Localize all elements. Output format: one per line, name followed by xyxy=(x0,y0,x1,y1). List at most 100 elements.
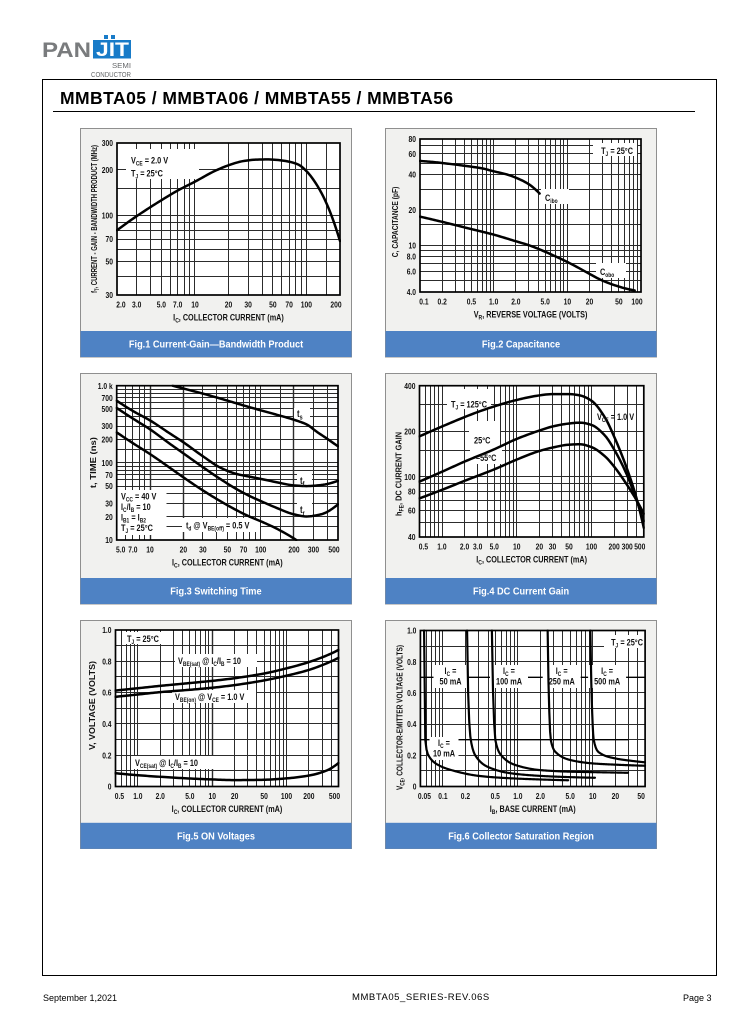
svg-text:C: C xyxy=(603,671,607,678)
svg-text:C: C xyxy=(175,318,179,325)
svg-text:BE(sat): BE(sat) xyxy=(183,661,200,668)
svg-text:10: 10 xyxy=(409,240,417,250)
svg-text:0.4: 0.4 xyxy=(102,719,111,729)
svg-text:200: 200 xyxy=(102,165,113,175)
svg-text:200: 200 xyxy=(303,791,314,801)
svg-text:30: 30 xyxy=(549,541,557,551)
svg-text:= 0.5 V: = 0.5 V xyxy=(224,520,250,531)
svg-text:0.5: 0.5 xyxy=(491,791,500,801)
svg-text:50: 50 xyxy=(224,544,232,554)
svg-text:1.0: 1.0 xyxy=(102,625,111,635)
svg-text:V: V xyxy=(178,655,183,666)
svg-text:0: 0 xyxy=(108,782,112,792)
svg-text:70: 70 xyxy=(105,470,113,480)
svg-text:V: V xyxy=(395,786,405,790)
svg-text:t: t xyxy=(300,476,303,487)
svg-text:Fig.2 Capacitance: Fig.2 Capacitance xyxy=(482,340,561,351)
svg-text:PAN: PAN xyxy=(42,38,91,62)
svg-text:50: 50 xyxy=(260,791,268,801)
svg-text:Fig.1 Current-Gain—Bandwidth P: Fig.1 Current-Gain—Bandwidth Product xyxy=(129,340,304,351)
svg-text:500 mA: 500 mA xyxy=(594,676,620,687)
svg-text:50: 50 xyxy=(106,256,114,266)
svg-text:J: J xyxy=(132,639,135,646)
svg-text:J: J xyxy=(126,528,129,535)
svg-text:1.0: 1.0 xyxy=(489,296,498,306)
svg-text:200: 200 xyxy=(330,299,341,309)
svg-text:°C: °C xyxy=(488,452,496,463)
svg-text:I: I xyxy=(490,804,492,814)
svg-text:@ I: @ I xyxy=(200,655,213,666)
svg-text:I: I xyxy=(172,557,174,567)
svg-text:20: 20 xyxy=(105,512,113,522)
svg-text:CE: CE xyxy=(212,697,219,704)
svg-text:@ V: @ V xyxy=(196,691,213,702)
svg-text:2.0: 2.0 xyxy=(460,541,469,551)
svg-text:0.2: 0.2 xyxy=(102,750,111,760)
svg-text:60: 60 xyxy=(409,149,417,159)
svg-text:0: 0 xyxy=(413,782,417,792)
svg-text:= 40 V: = 40 V xyxy=(133,491,157,502)
svg-text:, DC CURRENT GAIN: , DC CURRENT GAIN xyxy=(394,432,404,505)
svg-text:1.0 k: 1.0 k xyxy=(98,381,113,391)
svg-text:B1: B1 xyxy=(123,518,130,525)
svg-text:100: 100 xyxy=(102,211,113,221)
svg-text:60: 60 xyxy=(408,506,416,516)
svg-text:, COLLECTOR CURRENT (mA): , COLLECTOR CURRENT (mA) xyxy=(482,554,587,564)
svg-text:r: r xyxy=(303,510,305,517)
svg-text:C: C xyxy=(545,192,550,203)
svg-text:C, CAPACITANCE (pF): C, CAPACITANCE (pF) xyxy=(390,187,400,258)
svg-text:FE: FE xyxy=(400,505,406,512)
svg-text:C: C xyxy=(174,563,178,570)
svg-text:10: 10 xyxy=(105,535,113,545)
svg-text:B: B xyxy=(178,763,182,770)
svg-text:200: 200 xyxy=(404,426,415,436)
svg-text:V: V xyxy=(597,411,602,422)
svg-text:JIT: JIT xyxy=(96,40,129,61)
svg-text:5.0: 5.0 xyxy=(157,299,166,309)
svg-text:100 mA: 100 mA xyxy=(496,676,522,687)
svg-text:I: I xyxy=(503,665,505,676)
svg-text:°C: °C xyxy=(625,145,633,156)
svg-text:0.5: 0.5 xyxy=(467,296,476,306)
svg-text:3.0: 3.0 xyxy=(473,541,482,551)
svg-text:0.1: 0.1 xyxy=(419,296,428,306)
svg-text:2.0: 2.0 xyxy=(511,296,520,306)
svg-text:= 10: = 10 xyxy=(182,757,199,768)
svg-text:V: V xyxy=(175,691,180,702)
svg-text:2.0: 2.0 xyxy=(156,791,165,801)
svg-text:100: 100 xyxy=(255,544,266,554)
svg-text:CC: CC xyxy=(126,497,133,504)
svg-text:30: 30 xyxy=(106,290,114,300)
svg-text:20: 20 xyxy=(409,205,417,215)
svg-text:C: C xyxy=(170,763,174,770)
svg-text:400: 400 xyxy=(404,381,415,391)
svg-text:6.0: 6.0 xyxy=(407,266,416,276)
svg-text:100: 100 xyxy=(301,299,312,309)
svg-text:I: I xyxy=(476,554,478,564)
svg-text:1.0: 1.0 xyxy=(407,626,416,636)
svg-text:= 1.0 V: = 1.0 V xyxy=(219,691,245,702)
svg-text:t, TIME (ns): t, TIME (ns) xyxy=(88,437,98,488)
svg-text:I: I xyxy=(445,665,447,676)
svg-text:J: J xyxy=(136,174,139,181)
svg-text:B: B xyxy=(131,507,135,514)
svg-text:= 10: = 10 xyxy=(134,501,151,512)
svg-text:10: 10 xyxy=(564,296,572,306)
svg-text:5.0: 5.0 xyxy=(490,541,499,551)
svg-text:=: = xyxy=(509,665,516,676)
svg-text:–55: –55 xyxy=(476,452,488,463)
svg-text:10: 10 xyxy=(209,791,217,801)
svg-text:80: 80 xyxy=(408,487,416,497)
svg-text:CE: CE xyxy=(401,779,407,785)
svg-text:70: 70 xyxy=(106,234,114,244)
svg-text:C: C xyxy=(174,809,178,816)
svg-text:0.8: 0.8 xyxy=(407,657,416,667)
svg-text:1.0: 1.0 xyxy=(133,791,142,801)
svg-text:V: V xyxy=(131,155,136,166)
svg-text:100: 100 xyxy=(586,541,597,551)
svg-text:I: I xyxy=(121,512,123,523)
svg-text:Fig.4 DC Current Gain: Fig.4 DC Current Gain xyxy=(473,587,569,598)
svg-text:Fig.3 Switching Time: Fig.3 Switching Time xyxy=(170,587,262,598)
svg-text:50: 50 xyxy=(565,541,573,551)
svg-text:B: B xyxy=(492,809,496,816)
